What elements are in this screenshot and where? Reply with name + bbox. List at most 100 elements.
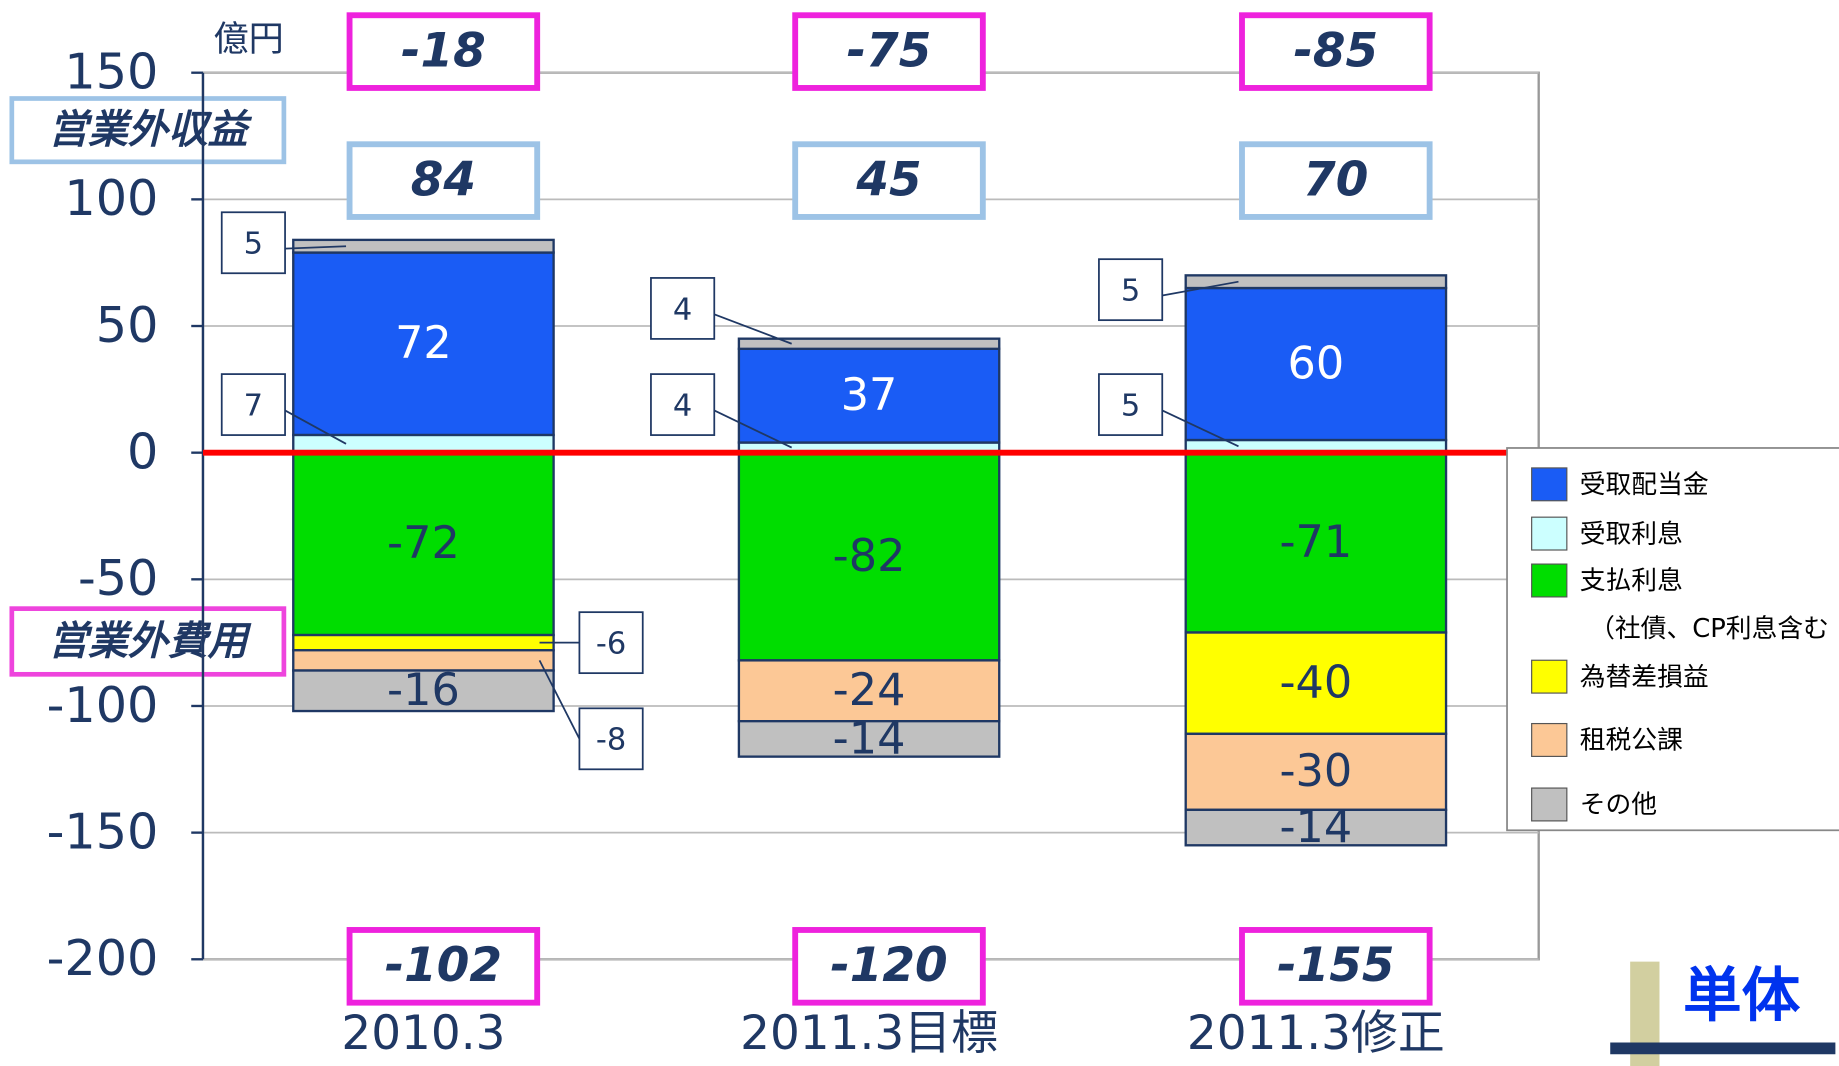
bar-segment bbox=[737, 347, 1001, 444]
callout-box bbox=[578, 707, 644, 771]
callout-box bbox=[1098, 373, 1164, 436]
bar-segment bbox=[1184, 631, 1448, 736]
y-tick-label: -150 bbox=[47, 802, 159, 860]
net-total: -85 bbox=[1293, 23, 1378, 78]
bar-segment bbox=[1184, 732, 1448, 812]
expense-total: -155 bbox=[1277, 938, 1394, 993]
callout-leader bbox=[713, 409, 793, 449]
data-label: -24 bbox=[833, 664, 906, 716]
expense-total: -120 bbox=[830, 938, 947, 993]
y-tick-label: -100 bbox=[47, 676, 159, 734]
data-label: 4 bbox=[673, 292, 692, 327]
y-tick-label: 150 bbox=[64, 43, 158, 101]
legend-swatch bbox=[1531, 722, 1568, 757]
legend-label: 受取利息 bbox=[1580, 519, 1683, 549]
callout-leader bbox=[1162, 280, 1239, 297]
expense-total: -102 bbox=[385, 938, 502, 993]
bar-segment bbox=[1184, 286, 1448, 442]
data-label: 60 bbox=[1288, 337, 1345, 389]
y-tick-label: -200 bbox=[47, 929, 159, 987]
net-total: -75 bbox=[847, 23, 932, 78]
income-total-box bbox=[792, 141, 986, 220]
legend-label: 受取配当金 bbox=[1580, 470, 1709, 500]
legend-label: 租税公課 bbox=[1580, 726, 1683, 756]
legend-swatch bbox=[1531, 563, 1568, 598]
y-tick-label: 50 bbox=[96, 296, 159, 354]
data-label: 5 bbox=[1121, 274, 1140, 309]
income-total-box bbox=[1239, 141, 1433, 220]
y-tick-label: 0 bbox=[127, 423, 158, 481]
income-total: 70 bbox=[1303, 152, 1368, 207]
legend-swatch bbox=[1531, 787, 1568, 822]
income-label: 営業外収益 bbox=[48, 107, 252, 153]
data-label: -30 bbox=[1279, 745, 1352, 797]
expense-label: 営業外費用 bbox=[48, 618, 251, 664]
data-label: 4 bbox=[673, 388, 692, 423]
net-total-box bbox=[792, 12, 986, 91]
callout-box bbox=[650, 373, 716, 436]
callout-box bbox=[578, 611, 644, 675]
net-total: -18 bbox=[401, 23, 486, 78]
income-total: 84 bbox=[411, 152, 476, 207]
data-label: -14 bbox=[833, 712, 906, 764]
bar-segment bbox=[292, 451, 555, 637]
bar-segment bbox=[1184, 808, 1448, 847]
data-label: 5 bbox=[1121, 388, 1140, 423]
callout-box bbox=[220, 211, 286, 275]
bar-segment bbox=[737, 659, 1001, 723]
income-total: 45 bbox=[855, 152, 921, 207]
data-label: -82 bbox=[833, 530, 906, 582]
callout-box bbox=[1098, 258, 1164, 322]
data-label: 72 bbox=[395, 317, 452, 369]
expense-total-box bbox=[792, 927, 986, 1006]
expense-total-box bbox=[346, 927, 541, 1006]
legend-label: その他 bbox=[1580, 790, 1657, 820]
x-tick-label: 2011.3目標 bbox=[740, 1006, 998, 1061]
legend-label: 為替差損益 bbox=[1580, 662, 1709, 692]
data-label: -40 bbox=[1279, 657, 1352, 709]
unit-label: 億円 bbox=[214, 19, 284, 60]
income-total-box bbox=[346, 141, 541, 220]
data-label: -71 bbox=[1279, 516, 1352, 568]
callout-leader bbox=[285, 245, 347, 250]
legend-swatch bbox=[1531, 467, 1568, 502]
legend-note: （社債、CP利息含む bbox=[1589, 614, 1829, 644]
badge: 単体 bbox=[1683, 961, 1801, 1029]
bar-segment bbox=[292, 633, 555, 652]
x-tick-label: 2011.3修正 bbox=[1187, 1006, 1445, 1061]
legend-label: 支払利息 bbox=[1580, 566, 1683, 596]
bar-segment bbox=[1184, 274, 1448, 290]
bar-segment bbox=[292, 669, 555, 713]
legend-swatch bbox=[1531, 659, 1568, 694]
data-label: 7 bbox=[244, 388, 263, 423]
callout-box bbox=[650, 277, 716, 340]
bar-segment bbox=[737, 451, 1001, 662]
data-label: -14 bbox=[1279, 801, 1352, 853]
bar-segment bbox=[292, 238, 555, 254]
callout-leader bbox=[538, 659, 581, 740]
legend-swatch bbox=[1531, 516, 1568, 551]
bar-segment bbox=[737, 720, 1001, 758]
y-tick-label: 100 bbox=[64, 169, 158, 227]
data-label: -8 bbox=[596, 723, 626, 758]
y-tick-label: -50 bbox=[78, 549, 158, 607]
legend-box bbox=[1506, 447, 1839, 832]
callout-box bbox=[220, 373, 286, 436]
expense-total-box bbox=[1239, 927, 1433, 1006]
callout-leader bbox=[713, 313, 792, 345]
expense-label-box bbox=[9, 606, 287, 677]
callout-leader bbox=[284, 409, 347, 445]
net-total-box bbox=[346, 12, 541, 91]
income-label-box bbox=[9, 96, 287, 165]
data-label: -16 bbox=[387, 664, 460, 716]
bar-segment bbox=[737, 337, 1001, 350]
data-label: -6 bbox=[596, 626, 626, 661]
x-tick-label: 2010.3 bbox=[341, 1006, 505, 1061]
data-label: -72 bbox=[387, 517, 460, 569]
net-total-box bbox=[1239, 12, 1433, 91]
callout-leader bbox=[1161, 409, 1239, 448]
data-label: 5 bbox=[244, 227, 263, 262]
data-label: 37 bbox=[841, 369, 898, 421]
